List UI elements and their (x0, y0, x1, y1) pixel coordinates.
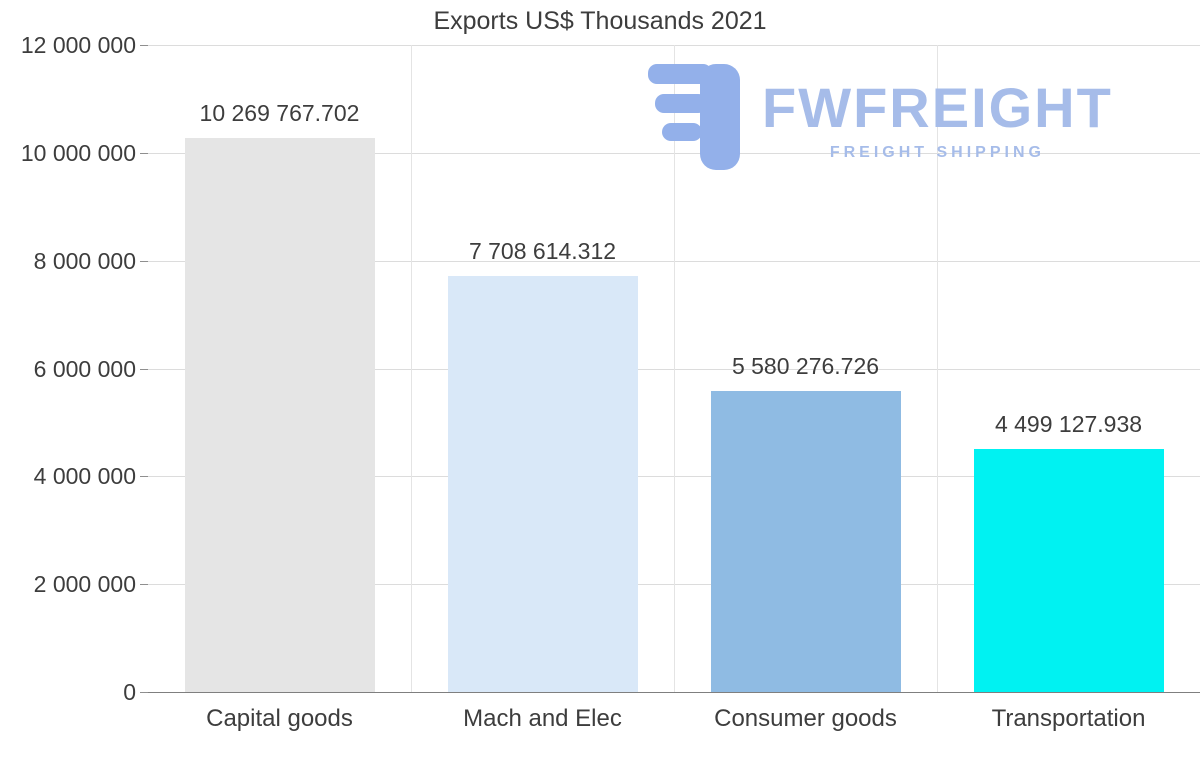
y-axis-tick-label: 8 000 000 (33, 247, 136, 274)
y-axis-tick-label: 2 000 000 (33, 571, 136, 598)
y-axis-tick-label: 6 000 000 (33, 355, 136, 382)
y-axis-tick-mark (140, 476, 148, 478)
x-axis-category-label: Consumer goods (714, 705, 897, 732)
bar-consumer-goods (710, 391, 901, 692)
y-axis-tick-mark (140, 260, 148, 262)
bar-value-label: 4 499 127.938 (994, 411, 1143, 438)
bar-mach-and-elec (447, 276, 638, 692)
chart-title: Exports US$ Thousands 2021 (433, 7, 767, 35)
x-axis-baseline (148, 692, 1200, 693)
x-axis-category-label: Transportation (991, 705, 1146, 732)
bar-capital-goods (184, 138, 375, 692)
y-axis-tick-mark (140, 368, 148, 370)
gridline-vertical (937, 45, 938, 692)
y-axis-tick-mark (140, 152, 148, 154)
bar-transportation (973, 449, 1164, 692)
y-axis-tick-mark (140, 584, 148, 586)
y-axis-tick-mark (140, 45, 148, 46)
y-axis-tick-label: 4 000 000 (33, 463, 136, 490)
y-axis-tick-label: 12 000 000 (20, 32, 136, 58)
bar-value-label: 7 708 614.312 (468, 238, 617, 265)
gridline-vertical (411, 45, 412, 692)
x-axis-category-label: Mach and Elec (463, 705, 622, 732)
y-axis-tick-label: 10 000 000 (20, 139, 136, 166)
gridline-vertical (674, 45, 675, 692)
x-axis-category-label: Capital goods (206, 705, 353, 732)
bar-value-label: 10 269 767.702 (199, 100, 360, 127)
bar-value-label: 5 580 276.726 (731, 353, 880, 380)
y-axis-tick-mark (140, 692, 148, 693)
y-axis-tick-label: 0 (123, 679, 136, 705)
